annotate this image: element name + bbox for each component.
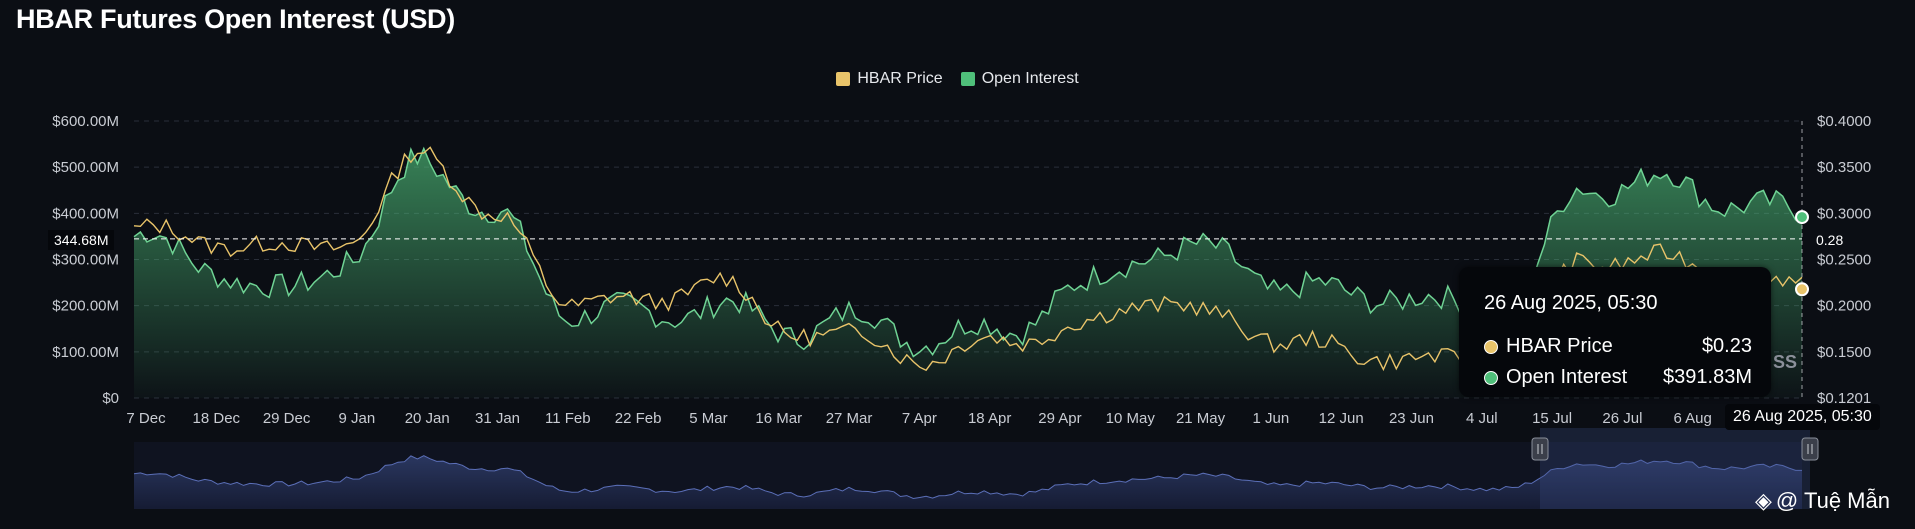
y-axis-left: $600.00M $500.00M $400.00M $300.00M $200.00M… [52, 113, 119, 407]
watermark: ◈ @ Tuệ Mẫn [1755, 488, 1890, 514]
x-tick-label: 29 Dec [263, 410, 311, 427]
x-tick-label: 7 Dec [126, 410, 166, 427]
y-right-tick-label: $0.2000 [1817, 298, 1871, 315]
x-tick-label: 29 Apr [1038, 410, 1081, 427]
y-right-tick-label: $0.2500 [1817, 252, 1871, 269]
y-left-tick-label: $200.00M [52, 298, 119, 315]
navigator-handle-right[interactable] [1801, 437, 1819, 461]
price-marker [1795, 282, 1809, 297]
chart-tooltip: 26 Aug 2025, 05:30 HBAR Price $0.23 Open… [1459, 267, 1771, 397]
x-tick-label: 10 May [1106, 410, 1156, 427]
legend-label-oi: Open Interest [981, 70, 1079, 87]
x-tick-label: 5 Mar [689, 410, 727, 427]
oi-marker [1795, 210, 1809, 225]
y-left-tick-label: $400.00M [52, 205, 119, 222]
x-tick-label: 31 Jan [475, 410, 520, 427]
tooltip-value-oi: $391.83M [1663, 366, 1752, 388]
watermark-text: @ Tuệ Mẫn [1775, 488, 1890, 513]
tooltip-dot-price [1484, 339, 1498, 354]
x-tick-label: 23 Jun [1389, 410, 1434, 427]
y-right-tick-label: $0.1201 [1817, 390, 1871, 407]
crosshair-left-label: 344.68M [48, 230, 115, 250]
legend-label-price: HBAR Price [857, 70, 943, 87]
chart-legend: HBAR Price Open Interest [0, 70, 1915, 88]
x-tick-label: 12 Jun [1319, 410, 1364, 427]
legend-item-hbar-price[interactable]: HBAR Price [836, 70, 943, 88]
x-tick-label: 20 Jan [405, 410, 450, 427]
x-tick-label: 27 Mar [826, 410, 873, 427]
occluded-text: SS [1773, 352, 1798, 372]
y-right-tick-label: $0.3000 [1817, 205, 1871, 222]
y-left-tick-label: $500.00M [52, 159, 119, 176]
x-tick-label: 11 Feb [545, 410, 591, 427]
navigator-line [133, 455, 1802, 500]
open-interest-area [134, 148, 1802, 398]
y-left-tick-label: $300.00M [52, 252, 119, 269]
y-left-tick-label: $600.00M [52, 113, 119, 130]
y-right-tick-label: $0.4000 [1817, 113, 1871, 130]
x-tick-label: 22 Feb [615, 410, 662, 427]
chart-title: HBAR Futures Open Interest (USD) [16, 4, 455, 34]
x-tick-label: 9 Jan [339, 410, 376, 427]
x-tick-label: 1 Jun [1253, 410, 1290, 427]
tooltip-label-price: HBAR Price [1506, 335, 1613, 357]
y-axis-right: $0.4000 $0.3500 $0.3000 $0.2500 $0.2000 $0.15… [1801, 113, 1871, 407]
x-tick-label: 18 Apr [968, 410, 1011, 427]
binance-logo-icon: ◈ [1755, 488, 1772, 513]
x-tick-label: 18 Dec [193, 410, 241, 427]
crosshair-date-label: 26 Aug 2025, 05:30 [1725, 404, 1880, 430]
crosshair-right-label: 0.28 [1810, 230, 1850, 250]
tooltip-value-price: $0.23 [1701, 335, 1752, 357]
legend-swatch-price [836, 72, 851, 86]
x-tick-label: 26 Jul [1602, 410, 1642, 427]
legend-swatch-oi [960, 72, 975, 86]
x-tick-label: 6 Aug [1674, 410, 1712, 427]
tooltip-date: 26 Aug 2025, 05:30 [1484, 292, 1658, 314]
tooltip-label-oi: Open Interest [1506, 366, 1628, 388]
y-right-tick-label: $0.1500 [1817, 344, 1871, 361]
tooltip-row-oi: Open Interest $391.83M [1484, 366, 1752, 389]
x-axis: 7 Dec 18 Dec 29 Dec 9 Jan 20 Jan 31 Jan 11 Feb… [126, 410, 1711, 427]
x-tick-label: 21 May [1176, 410, 1226, 427]
range-navigator[interactable] [133, 428, 1819, 509]
y-left-tick-label: $100.00M [52, 344, 119, 361]
y-right-tick-label: $0.3500 [1817, 159, 1871, 176]
x-tick-label: 16 Mar [755, 410, 802, 427]
navigator-area [134, 455, 1802, 509]
tooltip-dot-oi [1484, 370, 1498, 385]
legend-item-open-interest[interactable]: Open Interest [960, 70, 1079, 88]
y-left-tick-label: $0 [102, 390, 119, 407]
x-tick-label: 4 Jul [1466, 410, 1498, 427]
x-tick-label: 15 Jul [1532, 410, 1572, 427]
navigator-handle-left[interactable] [1531, 437, 1549, 461]
tooltip-row-price: HBAR Price $0.23 [1484, 335, 1752, 358]
crosshair [134, 121, 1809, 398]
x-tick-label: 7 Apr [902, 410, 937, 427]
navigator-window[interactable] [1540, 428, 1810, 509]
